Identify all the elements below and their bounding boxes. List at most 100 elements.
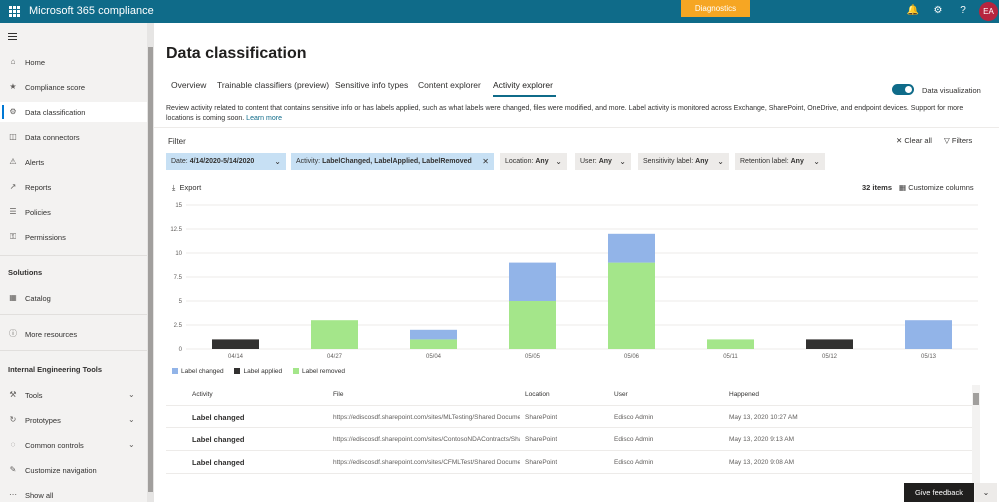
sidebar-item-data-classification[interactable]: ⚙ Data classification [0,102,147,122]
date-filter[interactable]: Date: 4/14/2020-5/14/2020 ⌄ [166,153,286,170]
data-visualization-toggle[interactable] [892,84,914,95]
y-tick-label: 0 [179,347,183,353]
help-icon[interactable]: ? [960,5,966,16]
export-button[interactable]: ⤓ Export [172,183,201,193]
legend-item-label-changed[interactable]: Label changed [172,368,224,375]
bell-icon[interactable]: 🔔 [906,5,920,16]
sidebar-item-data-connectors[interactable]: ◫ Data connectors [0,127,147,147]
cell-happened: May 13, 2020 9:08 AM [729,459,795,466]
sidebar-item-common-controls[interactable]: ◌ Common controls ⌄ [0,435,147,455]
tab-activity-explorer[interactable]: Activity explorer [493,80,553,90]
bar-segment[interactable] [509,262,556,301]
cell-user: Edisco Admin [614,414,654,421]
tab-trainable-classifiers[interactable]: Trainable classifiers (preview) [217,80,330,90]
cell-file[interactable]: https://ediscosdf.sharepoint.com/sites/C… [333,436,520,443]
tab-sensitive-info-types[interactable]: Sensitive info types [335,80,409,90]
hamburger-icon[interactable] [8,33,17,40]
bar-segment[interactable] [608,233,655,263]
sidebar-item-policies[interactable]: ☰ Policies [0,202,147,222]
column-header-happened[interactable]: Happened [729,391,759,398]
gear-icon[interactable]: ⚙ [933,5,943,16]
give-feedback-button[interactable]: Give feedback [904,483,974,502]
legend-item-label-removed[interactable]: Label removed [292,368,345,375]
cell-file[interactable]: https://ediscosdf.sharepoint.com/sites/C… [333,459,520,466]
column-header-location[interactable]: Location [525,391,550,398]
sidebar-item-permissions[interactable]: ⚿ Permissions [0,227,147,247]
table-row[interactable]: Label changed https://ediscosdf.sharepoi… [166,428,972,451]
chevron-down-icon[interactable]: ⌄ [128,390,135,399]
retention-label-filter[interactable]: Retention label: Any ⌄ [735,153,825,170]
sidebar-item-tools[interactable]: ⚒ Tools ⌄ [0,385,147,405]
sidebar-item-customize-navigation[interactable]: ✎ Customize navigation [0,460,147,480]
table-scrollbar[interactable] [972,385,980,502]
tab-content-explorer[interactable]: Content explorer [418,80,481,90]
chevron-down-icon[interactable]: ⌄ [128,415,135,424]
bar-segment[interactable] [707,339,754,349]
connector-icon: ◫ [9,132,17,141]
bar-segment[interactable] [608,262,655,349]
user-filter[interactable]: User: Any ⌄ [575,153,631,170]
avatar[interactable]: EA [979,2,998,21]
column-header-file[interactable]: File [333,391,344,398]
bar-segment[interactable] [311,320,358,349]
sidebar-item-prototypes[interactable]: ↻ Prototypes ⌄ [0,410,147,430]
bar-segment[interactable] [905,320,952,349]
customize-columns-label: Customize columns [908,183,974,192]
bar-segment[interactable] [410,329,457,340]
chevron-down-icon[interactable]: ⌄ [975,483,997,502]
chevron-down-icon: ⌄ [619,157,626,166]
chevron-down-icon[interactable]: ⌄ [128,440,135,449]
sidebar-item-home[interactable]: ⌂ Home [0,52,147,72]
bar-segment[interactable] [410,339,457,349]
activity-filter[interactable]: Activity: LabelChanged, LabelApplied, La… [291,153,494,170]
user-filter-label: User: [580,158,597,165]
page-title: Data classification [166,45,307,62]
y-tick-label: 5 [179,299,183,305]
sidebar-item-more-resources[interactable]: ⓘ More resources [0,324,147,344]
legend-item-label-applied[interactable]: Label applied [234,368,282,375]
sidebar-item-compliance-score[interactable]: ★ Compliance score [0,77,147,97]
sidebar-item-label: Tools [25,391,43,400]
clear-all-button[interactable]: ✕ Clear all [896,136,932,145]
legend-swatch [172,368,178,374]
scrollbar-thumb[interactable] [973,393,979,405]
divider [154,127,999,128]
sidebar-item-show-all[interactable]: ⋯ Show all [0,485,147,502]
y-tick-label: 12.5 [170,227,182,233]
bar-segment[interactable] [509,301,556,349]
x-tick-label: 05/06 [624,354,640,360]
location-filter[interactable]: Location: Any ⌄ [500,153,567,170]
y-tick-label: 7.5 [174,275,183,281]
activity-chart: 0 2.5 5 7.5 10 12.5 15 04/14 04/27 05/04 05/05 05/0… [170,203,978,360]
column-header-activity[interactable]: Activity [192,391,213,398]
cell-location: SharePoint [525,436,558,443]
bar-segment[interactable] [212,339,259,349]
column-header-user[interactable]: User [614,391,628,398]
cell-activity: Label changed [192,435,245,444]
sidebar-item-catalog[interactable]: ▦ Catalog [0,288,147,308]
sidebar-item-reports[interactable]: ↗ Reports [0,177,147,197]
filters-button[interactable]: ▽ Filters [944,136,972,145]
bar-segment[interactable] [806,339,853,349]
y-tick-label: 15 [175,203,182,209]
sidebar-scrollbar[interactable] [147,23,154,502]
filters-label: Filters [951,136,973,145]
scrollbar-thumb[interactable] [148,47,153,492]
customize-columns-button[interactable]: ▦ Customize columns [899,183,974,192]
table-row[interactable]: Label changed https://ediscosdf.sharepoi… [166,405,972,428]
sensitivity-label-filter[interactable]: Sensitivity label: Any ⌄ [638,153,729,170]
close-icon[interactable]: ✕ [482,157,489,166]
cell-file[interactable]: https://ediscosdf.sharepoint.com/sites/M… [333,414,520,421]
items-count: 32 items [862,183,893,192]
learn-more-link[interactable]: Learn more [246,115,282,122]
x-tick-label: 05/13 [921,354,937,360]
app-launcher-icon[interactable] [9,6,20,17]
tab-overview[interactable]: Overview [171,80,207,90]
app-title[interactable]: Microsoft 365 compliance [29,5,154,17]
sidebar-item-alerts[interactable]: ⚠ Alerts [0,152,147,172]
sidebar-item-label: Customize navigation [25,466,97,475]
table-row[interactable]: Label changed https://ediscosdf.sharepoi… [166,451,972,474]
sidebar-item-label: Show all [25,491,54,500]
diagnostics-button[interactable]: Diagnostics [681,0,750,17]
columns-icon: ▦ [899,183,907,192]
